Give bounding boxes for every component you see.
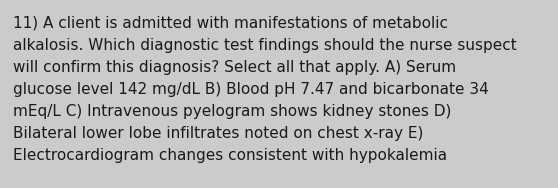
Text: will confirm this diagnosis? Select all that apply. A) Serum: will confirm this diagnosis? Select all …	[13, 60, 456, 75]
Text: Bilateral lower lobe infiltrates noted on chest x-ray E): Bilateral lower lobe infiltrates noted o…	[13, 126, 424, 141]
Text: Electrocardiogram changes consistent with hypokalemia: Electrocardiogram changes consistent wit…	[13, 148, 447, 163]
Text: 11) A client is admitted with manifestations of metabolic: 11) A client is admitted with manifestat…	[13, 16, 448, 31]
Text: mEq/L C) Intravenous pyelogram shows kidney stones D): mEq/L C) Intravenous pyelogram shows kid…	[13, 104, 451, 119]
Text: alkalosis. Which diagnostic test findings should the nurse suspect: alkalosis. Which diagnostic test finding…	[13, 38, 517, 53]
Text: glucose level 142 mg/dL B) Blood pH 7.47 and bicarbonate 34: glucose level 142 mg/dL B) Blood pH 7.47…	[13, 82, 489, 97]
